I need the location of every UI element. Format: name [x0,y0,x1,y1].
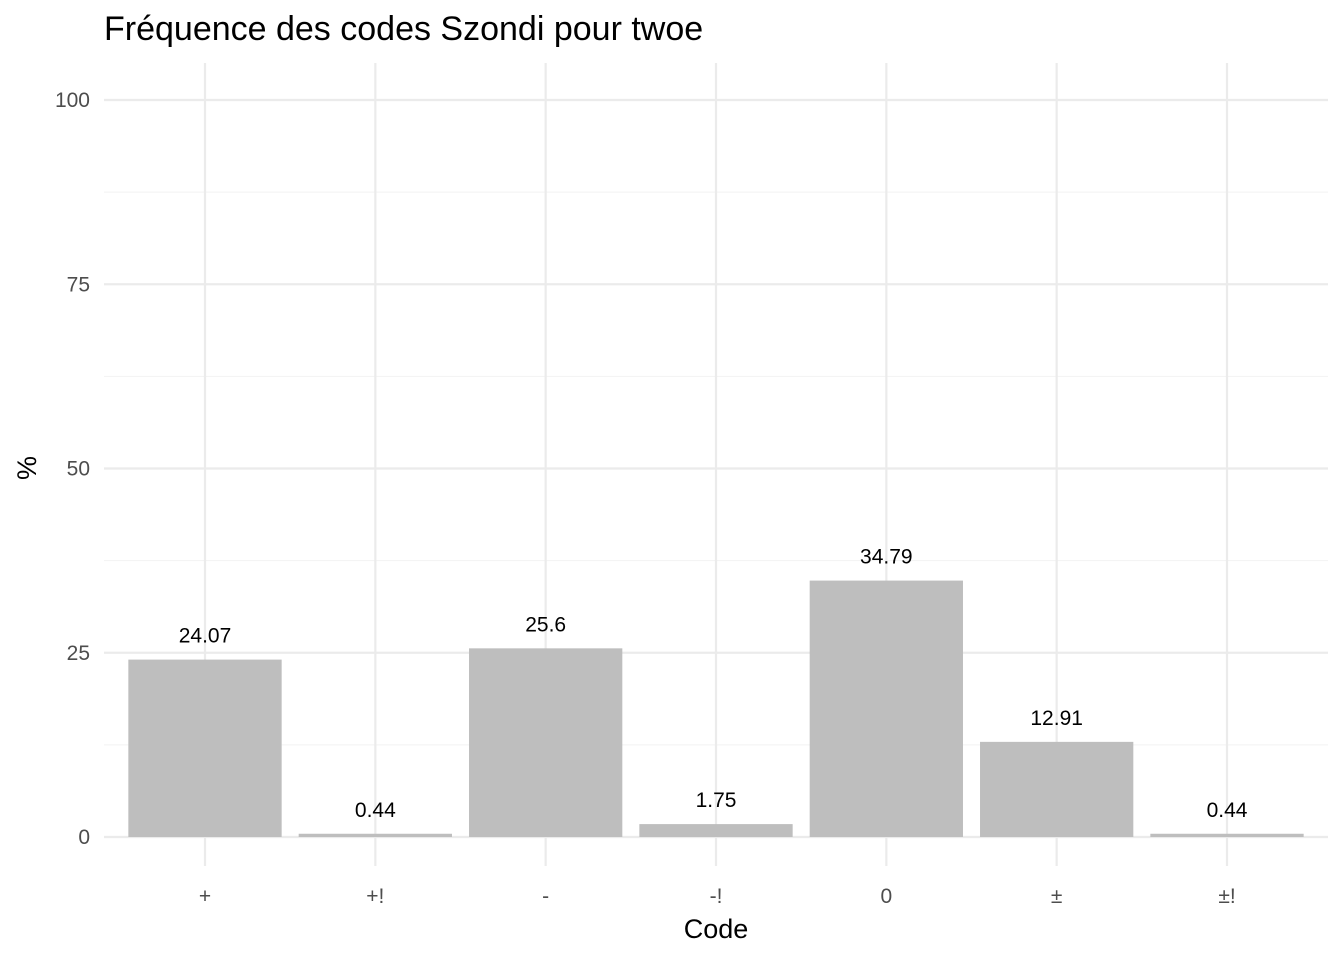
data-label: 0.44 [355,799,396,822]
data-labels: 24.07 0.44 25.6 1.75 34.79 12.91 0.44 [179,546,1248,822]
x-tick-label: -! [710,885,723,908]
bar [980,741,1134,837]
bar [298,833,452,837]
y-tick-label: 0 [78,826,90,849]
x-tick-label: ± [1051,885,1063,908]
x-tick-label: + [199,885,211,908]
x-axis-title: Code [684,914,749,944]
y-axis-title: % [12,456,42,480]
data-label: 34.79 [860,546,913,569]
data-label: 1.75 [696,789,737,812]
bar [469,648,623,837]
x-tick-label: ±! [1218,885,1235,908]
x-tick-label: 0 [880,885,892,908]
data-label: 24.07 [179,625,232,648]
x-tick-label: - [542,885,549,908]
data-label: 12.91 [1030,707,1083,730]
x-tick-label: +! [366,885,384,908]
data-label: 25.6 [525,613,566,636]
major-gridlines [104,63,1328,866]
y-tick-label: 75 [67,273,90,296]
y-tick-label: 50 [67,458,90,481]
x-axis-tick-labels: + +! - -! 0 ± ±! [199,885,1236,908]
bar [128,659,282,837]
chart-title: Fréquence des codes Szondi pour twoe [104,10,703,48]
y-tick-label: 25 [67,642,90,665]
data-label: 0.44 [1207,799,1248,822]
bar [1150,833,1304,837]
y-axis-tick-labels: 0 25 50 75 100 [55,89,90,849]
y-tick-label: 100 [55,89,90,112]
bar [809,580,963,837]
bars [128,580,1304,837]
bar [639,824,793,837]
